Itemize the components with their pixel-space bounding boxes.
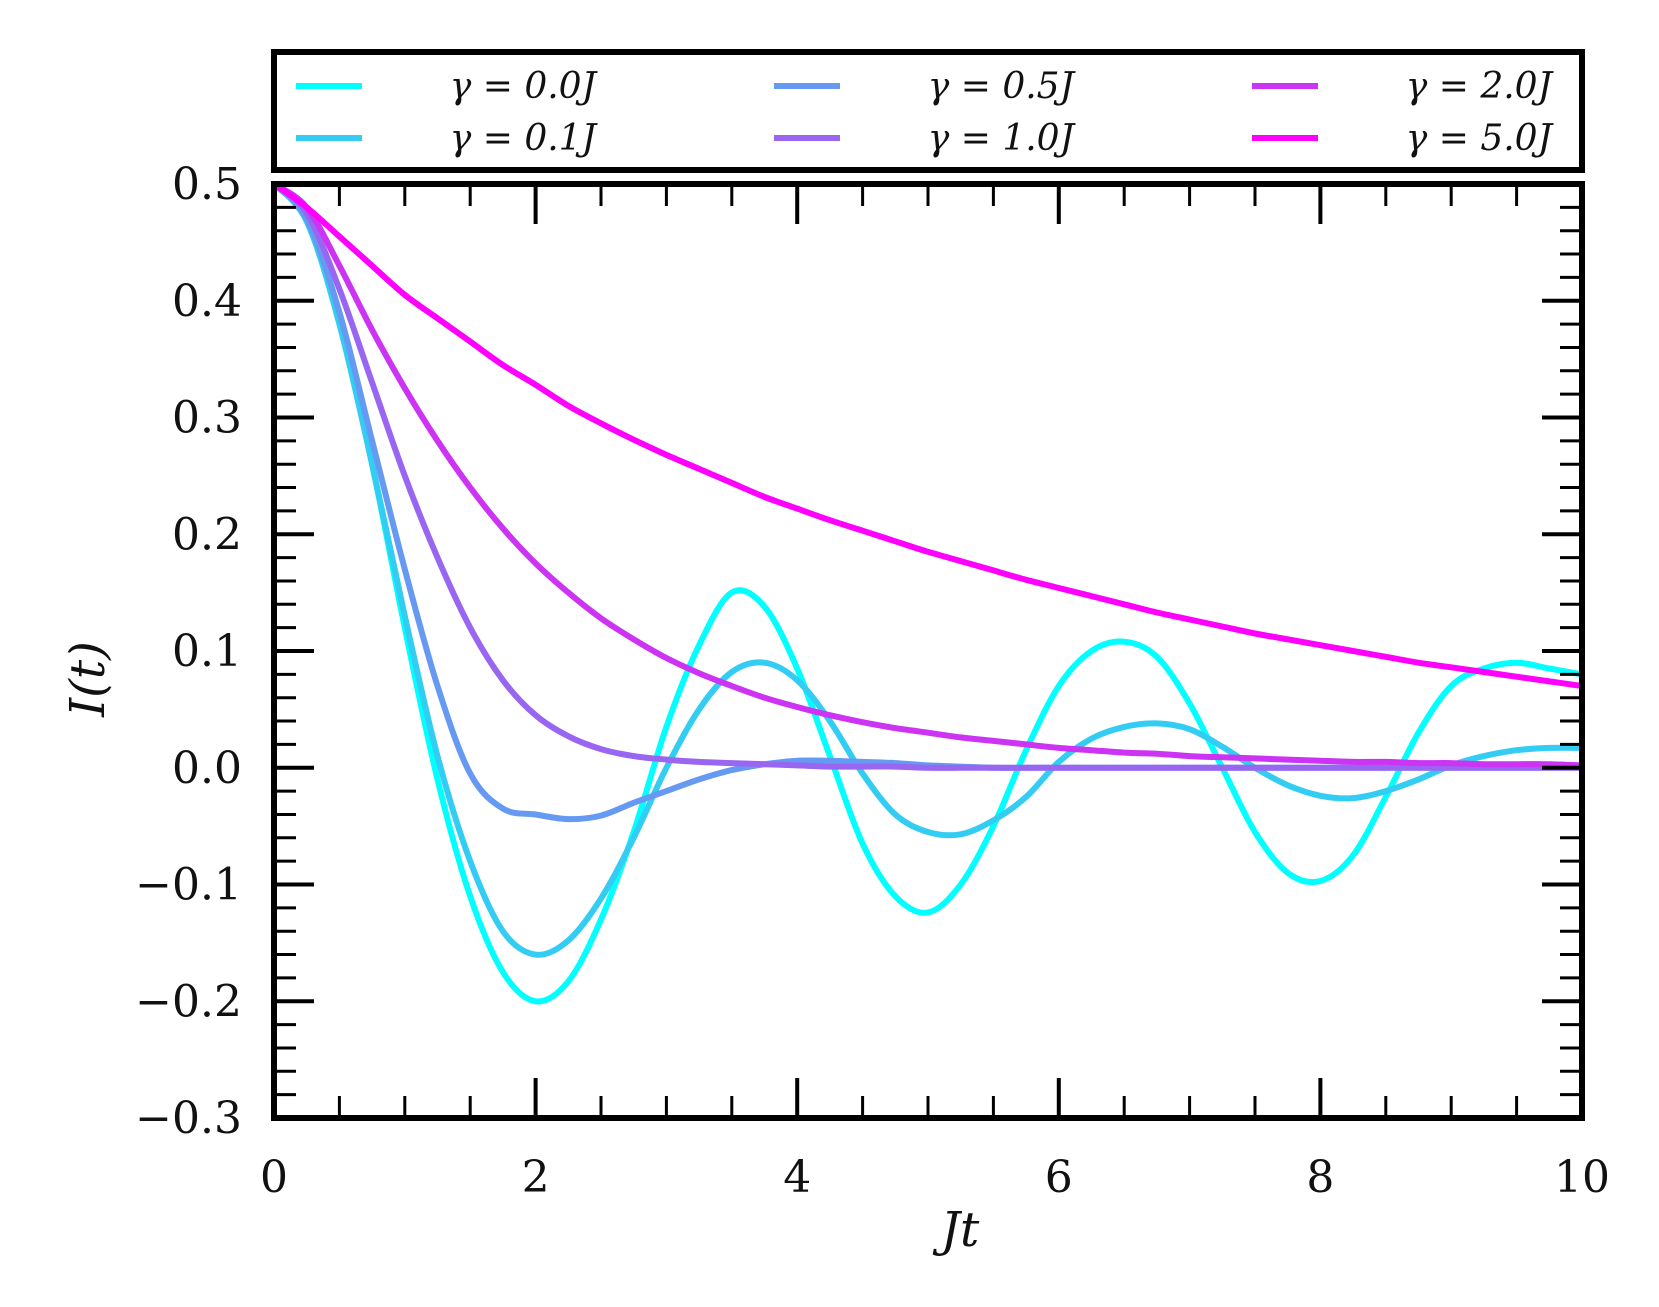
y-tick-label: 0.5 — [172, 159, 242, 210]
y-tick-label: 0.1 — [172, 626, 242, 677]
x-tick-label: 4 — [783, 1152, 811, 1203]
series-line-4 — [274, 184, 1582, 769]
plot-area — [271, 181, 1585, 1121]
legend-label-3: γ = 1.0J — [928, 118, 1077, 159]
x-tick-label: 0 — [260, 1152, 288, 1203]
legend-label-0: γ = 0.0J — [450, 66, 599, 107]
series-line-2 — [274, 184, 1582, 823]
x-axis-title: Jt — [932, 1202, 980, 1258]
x-tick-label: 10 — [1554, 1152, 1610, 1203]
legend-label-2: γ = 0.5J — [928, 66, 1077, 107]
legend-label-4: γ = 2.0J — [1406, 66, 1555, 107]
legend-label-5: γ = 5.0J — [1406, 118, 1555, 159]
series-lines — [274, 184, 1582, 1005]
y-tick-label: −0.2 — [135, 976, 242, 1027]
tick-labels: 0 2 4 6 8 10 −0.3 −0.2 −0.1 0.0 0.1 0.2 0.3 0.4 0.5 — [135, 159, 1610, 1203]
y-tick-label: 0.0 — [172, 743, 242, 794]
legend: γ = 0.0J γ = 0.1J γ = 0.5J γ = 1.0J γ = 2.0J… — [271, 49, 1585, 173]
y-tick-label: −0.1 — [135, 860, 242, 911]
y-tick-label: 0.2 — [172, 509, 242, 560]
series-line-0 — [274, 184, 1582, 1005]
y-tick-label: 0.4 — [172, 276, 242, 327]
y-axis-title: I(t) — [60, 641, 116, 718]
plot-frame — [271, 181, 1585, 1121]
y-tick-label: −0.3 — [135, 1093, 242, 1144]
series-line-3 — [274, 184, 1582, 771]
legend-box — [271, 49, 1585, 173]
y-tick-label: 0.3 — [172, 393, 242, 444]
series-line-5 — [274, 184, 1582, 689]
axis-ticks — [274, 184, 1582, 1118]
x-tick-label: 8 — [1306, 1152, 1334, 1203]
x-tick-label: 6 — [1045, 1152, 1073, 1203]
series-line-1 — [274, 184, 1582, 958]
x-tick-label: 2 — [522, 1152, 550, 1203]
legend-label-1: γ = 0.1J — [450, 118, 599, 159]
